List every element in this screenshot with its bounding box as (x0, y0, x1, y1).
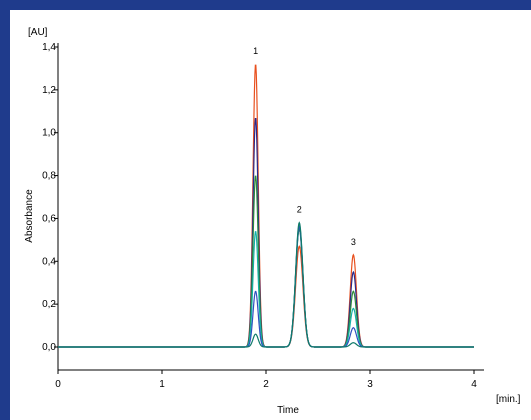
peak-label: 2 (297, 205, 302, 215)
x-tick-label: 4 (471, 379, 477, 390)
peak-label: 3 (351, 237, 356, 247)
chromatogram-series (58, 118, 474, 348)
chromatogram-chart: 0,0 0,2 0,4 0,6 0,8 1,0 1,2 1,4 0 1 2 3 4 [AU] [min.… (24, 27, 521, 416)
x-tick-label: 0 (55, 379, 61, 390)
x-tick-label: 1 (159, 379, 165, 390)
chromatogram-series (58, 221, 474, 348)
peak-label: 1 (253, 46, 258, 56)
chromatogram-series (58, 225, 474, 348)
chart-frame: 0,0 0,2 0,4 0,6 0,8 1,0 1,2 1,4 0 1 2 3 4 [AU] [min.… (10, 10, 531, 420)
y-unit-label: [AU] (28, 27, 48, 38)
y-tick-label: 0,6 (42, 213, 56, 224)
y-tick-label: 0,8 (42, 171, 56, 182)
axes: 0,0 0,2 0,4 0,6 0,8 1,0 1,2 1,4 0 1 2 3 4 (42, 42, 484, 390)
chromatogram-series (58, 175, 474, 348)
labels: [AU] [min.] Time Absorbance 1 2 3 (24, 27, 521, 416)
y-axis-title: Absorbance (24, 189, 35, 243)
chromatogram-series (58, 64, 474, 348)
y-tick-label: 0,2 (42, 299, 56, 310)
y-tick-label: 0,4 (42, 256, 56, 267)
x-unit-label: [min.] (496, 394, 521, 405)
y-tick-label: 1,4 (42, 42, 56, 53)
x-tick-label: 2 (263, 379, 269, 390)
curves (58, 64, 474, 348)
x-axis-title: Time (277, 405, 299, 416)
y-tick-label: 1,2 (42, 85, 56, 96)
y-tick-label: 0,0 (42, 342, 56, 353)
y-tick-label: 1,0 (42, 128, 56, 139)
chromatogram-series (58, 223, 474, 348)
x-tick-label: 3 (367, 379, 373, 390)
